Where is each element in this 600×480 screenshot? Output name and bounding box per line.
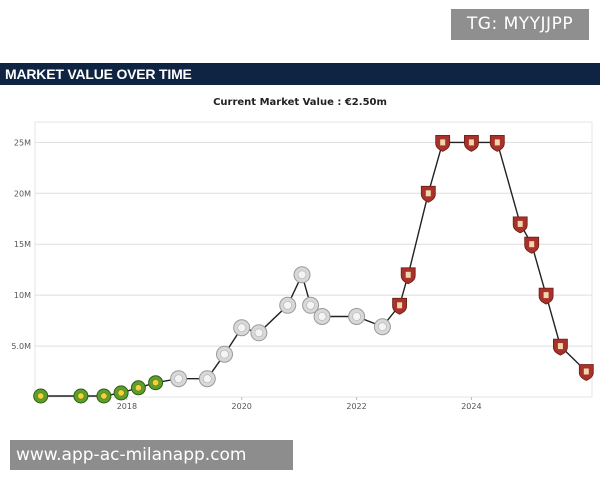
crest-ball: [100, 392, 108, 400]
data-point: [170, 370, 188, 388]
data-point: [553, 338, 568, 356]
y-tick-label: 25M: [14, 138, 31, 147]
crest-emblem: [517, 220, 523, 227]
data-point: [279, 296, 297, 314]
crest-ball: [77, 392, 85, 400]
data-point: [538, 287, 554, 305]
section-title: MARKET VALUE OVER TIME: [5, 66, 192, 82]
data-point: [435, 134, 451, 152]
crest-emblem: [494, 139, 500, 146]
data-point: [293, 266, 311, 284]
crest-ball: [117, 389, 125, 397]
crest-inner: [378, 322, 387, 331]
crest-inner: [317, 312, 327, 321]
data-point: [313, 308, 331, 325]
x-tick-label: 2020: [232, 402, 252, 411]
data-point: [420, 185, 436, 203]
crest-ball: [37, 392, 45, 400]
y-tick-label: 5.0M: [11, 342, 31, 351]
crest-ball: [152, 379, 160, 387]
crest-inner: [297, 270, 307, 280]
crest-inner: [174, 374, 183, 384]
section-header: MARKET VALUE OVER TIME: [0, 63, 600, 85]
market-value-chart: 5.0M 10M 15M 20M 25M 2018 2020 2022 2024: [11, 121, 594, 411]
data-point: [463, 134, 479, 152]
data-point: [373, 318, 391, 336]
data-point: [130, 380, 146, 396]
data-point: [216, 345, 233, 363]
crest-inner: [283, 301, 293, 310]
data-point: [348, 308, 366, 325]
crest-inner: [352, 312, 361, 321]
crest-emblem: [583, 368, 589, 375]
watermark-bottom: www.app-ac-milanapp.com: [10, 440, 293, 470]
data-point: [73, 388, 89, 404]
data-point: [250, 324, 268, 342]
chart-title: Current Market Value : €2.50m: [213, 97, 387, 108]
x-tick-label: 2018: [117, 402, 137, 411]
y-tick-label: 10M: [14, 291, 31, 300]
data-point: [96, 388, 112, 404]
crest-emblem: [440, 139, 446, 146]
y-tick-label: 15M: [14, 240, 31, 249]
crest-emblem: [543, 292, 549, 299]
data-point: [302, 296, 320, 314]
data-point: [392, 297, 408, 315]
x-tick-label: 2024: [461, 402, 481, 411]
crest-emblem: [529, 241, 535, 248]
plot-area: [34, 121, 593, 398]
data-point: [233, 319, 251, 337]
crest-emblem: [405, 271, 411, 278]
data-point: [578, 364, 594, 381]
data-point: [512, 216, 528, 234]
crest-emblem: [468, 139, 474, 146]
crest-inner: [306, 301, 315, 310]
crest-emblem: [425, 190, 431, 197]
data-point: [489, 134, 505, 152]
data-point: [148, 375, 164, 391]
data-point: [524, 236, 540, 254]
x-tick-label: 2022: [346, 402, 366, 411]
watermark-top: TG: MYYJJPP: [451, 9, 589, 40]
data-point: [198, 370, 216, 388]
crest-inner: [237, 323, 246, 332]
crest-inner: [220, 349, 229, 359]
crest-emblem: [557, 343, 563, 350]
y-tick-label: 20M: [14, 189, 31, 198]
crest-inner: [203, 374, 212, 384]
crest-inner: [254, 328, 264, 338]
data-point: [33, 388, 49, 404]
data-point: [400, 267, 416, 285]
crest-emblem: [397, 302, 403, 309]
crest-ball: [134, 384, 142, 392]
data-point: [113, 385, 129, 401]
